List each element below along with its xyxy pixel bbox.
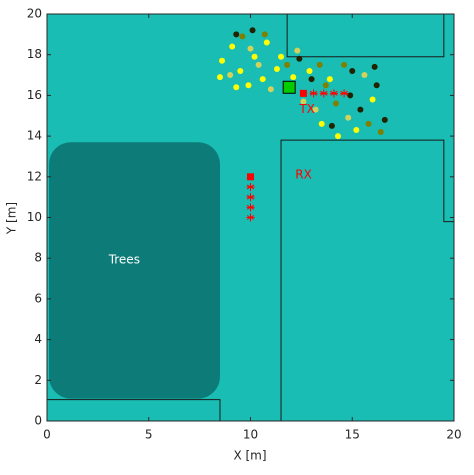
foliage-point	[233, 84, 240, 91]
x-tick-label: 15	[345, 428, 360, 442]
foliage-point	[296, 55, 303, 62]
foliage-point	[369, 96, 376, 103]
foliage-point	[284, 61, 291, 68]
foliage-point	[373, 82, 380, 89]
region-label: Trees	[108, 253, 140, 267]
foliage-point	[332, 100, 339, 107]
y-tick-label: 10	[27, 210, 42, 224]
asterisk-marker	[246, 193, 255, 202]
foliage-point	[361, 72, 368, 79]
foliage-point	[278, 53, 285, 60]
foliage-point	[237, 67, 244, 74]
foliage-point	[273, 65, 280, 72]
foliage-point	[365, 120, 372, 127]
x-tick-label: 5	[145, 428, 153, 442]
foliage-point	[308, 76, 315, 83]
foliage-point	[349, 67, 356, 74]
foliage-point	[255, 61, 262, 68]
foliage-point	[341, 61, 348, 68]
wall-outline	[47, 399, 221, 421]
foliage-point	[306, 67, 313, 74]
y-tick-label: 16	[27, 88, 42, 102]
x-axis-label: X [m]	[233, 449, 266, 463]
foliage-point	[267, 86, 274, 93]
annotation: TX	[298, 102, 315, 116]
foliage-point	[300, 98, 307, 105]
foliage-point	[318, 120, 325, 127]
foliage-point	[233, 31, 240, 38]
trees-region	[49, 142, 220, 399]
x-tick-label: 10	[243, 428, 258, 442]
antenna-marker	[247, 173, 254, 181]
foliage-point	[353, 126, 360, 133]
foliage-point	[345, 114, 352, 121]
wall-outline	[280, 139, 454, 421]
y-tick-label: 2	[34, 373, 42, 387]
annotation: RX	[295, 167, 312, 181]
foliage-point	[227, 72, 234, 79]
foliage-point	[219, 57, 226, 64]
foliage-point	[328, 122, 335, 129]
foliage-point	[229, 43, 236, 50]
asterisk-marker	[319, 89, 328, 98]
foliage-point	[371, 63, 378, 70]
antenna-marker	[299, 89, 307, 97]
y-tick-label: 6	[34, 291, 42, 305]
asterisk-marker	[329, 89, 338, 98]
y-tick-label: 0	[34, 414, 42, 428]
wall-outline	[286, 14, 445, 58]
foliage-point	[326, 76, 333, 83]
foliage-point	[312, 106, 319, 113]
foliage-point	[259, 76, 266, 83]
foliage-point	[294, 47, 301, 54]
asterisk-marker	[246, 213, 255, 222]
asterisk-marker	[309, 89, 318, 98]
foliage-point	[316, 61, 323, 68]
y-tick-label: 14	[27, 129, 42, 143]
position-marker	[282, 80, 296, 94]
asterisk-marker	[340, 89, 349, 98]
foliage-point	[347, 92, 354, 99]
x-tick-label: 0	[43, 428, 51, 442]
foliage-point	[245, 82, 252, 89]
foliage-point	[239, 33, 246, 40]
foliage-point	[263, 39, 270, 46]
y-tick-label: 4	[34, 332, 42, 346]
foliage-point	[377, 129, 384, 136]
asterisk-marker	[246, 203, 255, 212]
y-axis-label: Y [m]	[5, 202, 19, 235]
foliage-point	[335, 133, 342, 140]
y-tick-label: 18	[27, 47, 42, 61]
asterisk-marker	[246, 182, 255, 191]
y-tick-label: 8	[34, 251, 42, 265]
foliage-point	[216, 74, 223, 81]
foliage-point	[290, 74, 297, 81]
foliage-point	[381, 116, 388, 123]
foliage-point	[251, 53, 258, 60]
foliage-point	[357, 106, 364, 113]
y-tick-label: 12	[27, 169, 42, 183]
foliage-point	[247, 45, 254, 52]
foliage-point	[261, 31, 268, 38]
foliage-point	[249, 27, 256, 34]
x-tick-label: 20	[446, 428, 461, 442]
y-tick-label: 20	[27, 7, 42, 21]
foliage-point	[322, 82, 329, 89]
